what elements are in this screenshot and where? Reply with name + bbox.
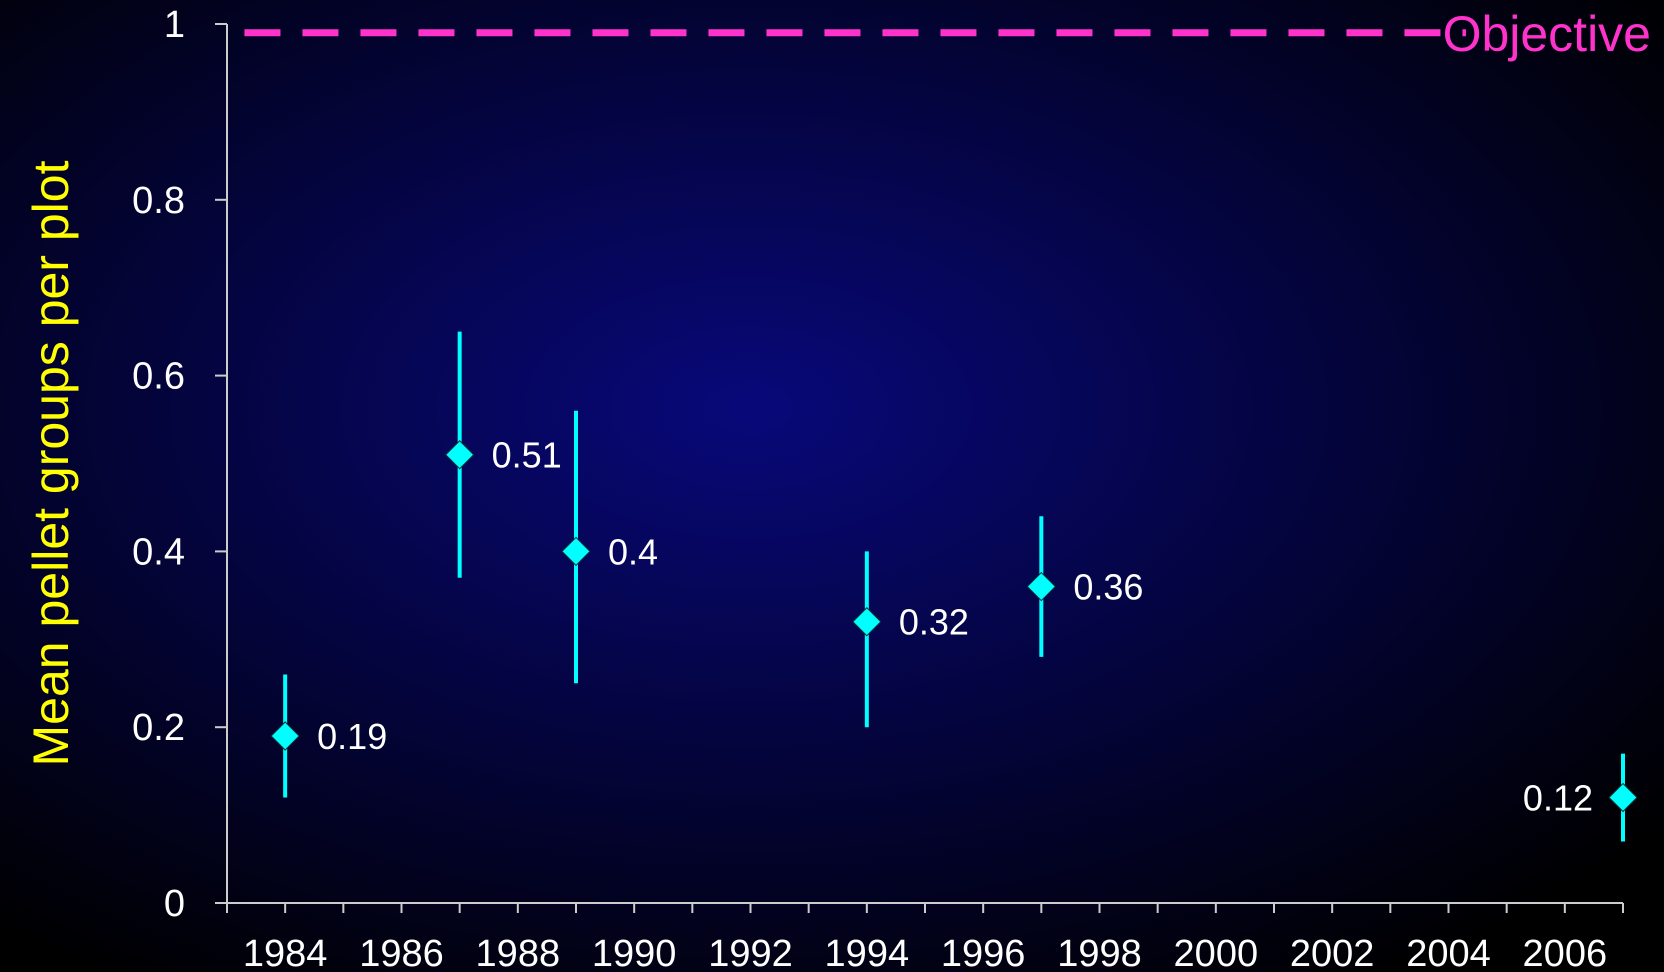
x-tick-label: 1990 xyxy=(592,933,677,972)
x-tick-label: 2004 xyxy=(1406,933,1491,972)
x-tick-label: 1996 xyxy=(941,933,1026,972)
data-point-label: 0.36 xyxy=(1073,567,1143,608)
x-tick-label: 2002 xyxy=(1290,933,1375,972)
data-point-marker xyxy=(1026,571,1057,602)
objective-label: Objective xyxy=(1443,6,1651,62)
data-point-marker xyxy=(444,440,475,470)
data-point-marker xyxy=(270,721,300,751)
x-tick-label: 1984 xyxy=(243,933,328,972)
data-point-marker xyxy=(561,536,591,567)
data-point-label: 0.32 xyxy=(899,602,969,643)
data-point-label: 0.51 xyxy=(492,435,562,476)
x-tick-label: 1988 xyxy=(476,933,561,972)
data-point-label: 0.19 xyxy=(317,716,387,757)
objective-reference: Objective xyxy=(244,6,1651,62)
y-tick-label: 1 xyxy=(164,4,185,46)
y-tick-label: 0.2 xyxy=(132,707,185,749)
data-point-marker xyxy=(852,607,882,637)
data-point-marker xyxy=(1608,782,1638,813)
x-tick-label: 1998 xyxy=(1057,933,1142,972)
axes: 0 0.2 0.4 0.6 0.8 1 1984 1986 1988 1990 1992 1994 19… xyxy=(132,4,1624,972)
x-tick-label: 2006 xyxy=(1523,933,1608,972)
x-tick-label: 1994 xyxy=(825,933,910,972)
y-tick-label: 0.6 xyxy=(132,356,185,398)
x-tick-label: 2000 xyxy=(1174,933,1259,972)
x-tick-label: 1986 xyxy=(359,933,444,972)
x-tick-label: 1992 xyxy=(708,933,793,972)
y-tick-label: 0.8 xyxy=(132,180,185,222)
data-point-label: 0.4 xyxy=(608,531,658,572)
y-tick-label: 0.4 xyxy=(132,531,185,573)
y-tick-label: 0 xyxy=(164,883,185,925)
data-point-label: 0.12 xyxy=(1523,778,1593,819)
y-axis-title: Mean pellet groups per plot xyxy=(23,160,79,766)
data-points: 0.19 0.51 0.4 0.32 0.36 0.12 xyxy=(270,331,1638,842)
